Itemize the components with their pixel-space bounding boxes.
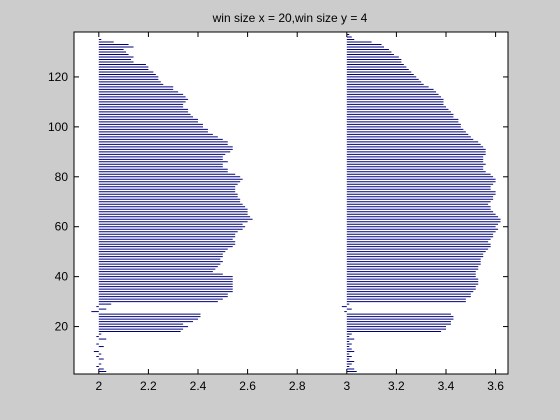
ticks-layer: 2 2.2 2.4 2.6 2.8 3 3.2 3.4 3.6 20 40 60 80 100 120 xyxy=(48,32,508,393)
y-tick-label: 60 xyxy=(55,220,69,234)
x-tick-label: 2 xyxy=(95,379,102,393)
x-tick-label: 3.2 xyxy=(388,379,405,393)
x-tick-label: 2.8 xyxy=(289,379,306,393)
x-tick-label: 2.4 xyxy=(190,379,207,393)
axes-background xyxy=(74,32,508,374)
x-tick-label: 3.6 xyxy=(487,379,504,393)
x-tick-label: 2.2 xyxy=(140,379,157,393)
bars-layer xyxy=(91,33,501,373)
chart-title: win size x = 20,win size y = 4 xyxy=(212,11,368,25)
axes-frame xyxy=(73,31,509,375)
x-tick-label: 2.6 xyxy=(239,379,256,393)
y-tick-label: 20 xyxy=(55,320,69,334)
y-tick-label: 40 xyxy=(55,270,69,284)
y-tick-label: 100 xyxy=(48,120,68,134)
y-tick-label: 120 xyxy=(48,70,68,84)
x-tick-label: 3 xyxy=(343,379,350,393)
x-tick-label: 3.4 xyxy=(438,379,455,393)
y-tick-label: 80 xyxy=(55,170,69,184)
